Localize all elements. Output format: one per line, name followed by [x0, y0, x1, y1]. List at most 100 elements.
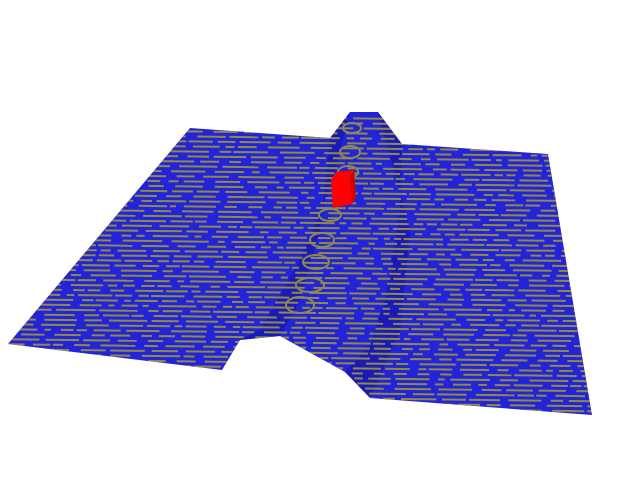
texture-stripe: [419, 208, 459, 211]
texture-stripe: [114, 154, 152, 157]
texture-stripe: [297, 418, 336, 419]
texture-stripe: [514, 374, 553, 377]
texture-stripe: [572, 380, 592, 383]
texture-stripe: [122, 239, 163, 243]
texture-stripe: [269, 171, 310, 174]
ridge-bump: [342, 122, 362, 134]
texture-stripe: [129, 219, 167, 223]
marker-top-face: [331, 170, 354, 180]
marker-front-face: [331, 176, 352, 208]
texture-stripe: [179, 165, 218, 168]
ridge-bump: [309, 232, 335, 248]
texture-stripe: [331, 357, 370, 360]
texture-stripe: [381, 407, 420, 411]
texture-stripe: [319, 242, 359, 245]
texture-stripe: [363, 197, 402, 200]
texture-stripe: [596, 136, 635, 137]
texture-stripe: [190, 280, 231, 283]
texture-stripe: [238, 176, 276, 179]
texture-stripe: [620, 242, 640, 243]
texture-stripe: [597, 271, 635, 272]
texture-stripe: [46, 138, 84, 142]
texture-stripe: [512, 269, 552, 272]
texture-stripe: [447, 243, 485, 246]
texture-stripe: [372, 247, 413, 251]
texture-stripe: [623, 362, 640, 363]
texture-stripe: [528, 144, 567, 147]
texture-stripe: [218, 215, 258, 219]
texture-stripe: [281, 216, 319, 219]
texture-stripe: [30, 348, 69, 351]
texture-stripe: [354, 177, 394, 180]
ridge-bump: [295, 277, 325, 293]
ridge-bump: [302, 254, 330, 270]
ridge-right-slope: [345, 112, 410, 398]
ridge-bumps: [285, 122, 362, 314]
texture-stripe: [98, 244, 133, 247]
texture-stripe: [529, 379, 569, 382]
texture-stripe: [369, 222, 409, 226]
texture-stripe: [56, 308, 96, 312]
texture-stripe: [104, 134, 142, 137]
texture-stripe: [255, 306, 295, 309]
texture-stripe: [456, 358, 494, 362]
texture-stripe: [624, 232, 640, 233]
red-marker[interactable]: [331, 170, 356, 208]
texture-stripe: [56, 393, 96, 397]
texture-stripe: [228, 255, 268, 259]
ridge-left-slope: [240, 112, 350, 340]
texture-stripe: [247, 361, 283, 364]
ridge-bump: [318, 208, 342, 222]
texture-stripe: [632, 352, 640, 353]
texture-stripe: [348, 207, 385, 210]
texture-stripe: [522, 259, 562, 262]
texture-stripe: [413, 178, 453, 181]
texture-stripe: [181, 270, 219, 273]
texture-stripe: [73, 239, 112, 242]
texture-stripe: [622, 282, 640, 283]
texture-stripe: [372, 122, 408, 126]
texture-stripe: [248, 386, 284, 389]
texture-stripe: [64, 353, 102, 357]
texture-stripe: [370, 352, 409, 356]
texture-stripe: [435, 193, 475, 196]
texture-stripe: [56, 188, 94, 192]
texture-stripe: [604, 411, 640, 412]
texture-stripe: [343, 267, 383, 270]
texture-stripe: [112, 159, 150, 162]
texture-stripe: [534, 334, 575, 338]
texture-stripe: [204, 360, 245, 364]
texture-stripe: [32, 223, 72, 226]
texture-stripe: [222, 165, 259, 169]
texture-stripe: [398, 307, 439, 311]
texture-stripe: [170, 150, 209, 153]
ridge-bump: [339, 145, 361, 159]
ridge-bump: [285, 296, 315, 314]
texture-stripe: [287, 116, 326, 120]
texture-stripe: [614, 227, 640, 228]
texture-stripe: [163, 120, 202, 123]
texture-stripe: [579, 235, 592, 238]
texture-stripe: [344, 322, 384, 325]
texture-stripe: [398, 267, 437, 271]
texture-stripe: [22, 283, 61, 286]
texture-stripe: [48, 158, 87, 162]
texture-stripe: [390, 342, 430, 346]
texture-stripe: [580, 370, 592, 373]
texture-stripe: [40, 278, 76, 282]
marker-side-face: [350, 170, 356, 204]
texture-stripe: [563, 209, 592, 213]
texture-stripe: [353, 117, 392, 120]
ridge: [240, 112, 410, 398]
texture-stripe: [213, 310, 253, 314]
texture-stripe: [161, 416, 200, 417]
texture-stripe: [188, 275, 227, 278]
texture-stripe: [414, 213, 451, 216]
texture-stripe: [64, 203, 104, 207]
texture-stripe: [616, 377, 640, 378]
texture-stripe: [78, 224, 117, 227]
texture-stripe: [31, 363, 70, 366]
texture-stripe: [565, 294, 592, 298]
